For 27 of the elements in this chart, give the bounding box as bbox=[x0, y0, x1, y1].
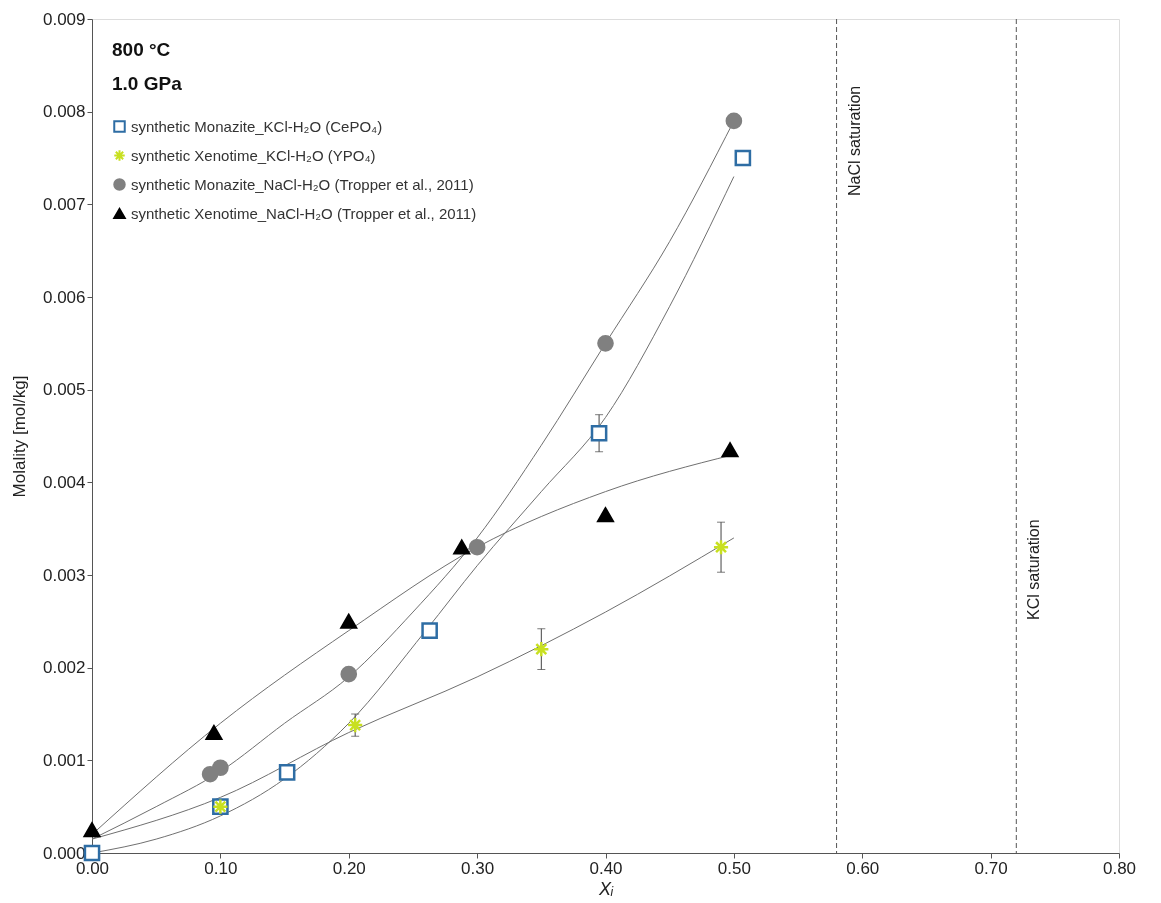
y-tick-label: 0.004 bbox=[42, 472, 86, 492]
x-tick-label: 0.40 bbox=[589, 858, 623, 878]
y-tick-label: 0.005 bbox=[42, 380, 86, 400]
x-tick-label: 0.70 bbox=[974, 858, 1008, 878]
y-tick-label: 0.003 bbox=[42, 565, 86, 585]
legend-label: synthetic Monazite_NaCl-H₂O (Tropper et al., 2011) bbox=[131, 175, 474, 193]
x-tick-label: 0.50 bbox=[717, 858, 751, 878]
x-tick-label: 0.20 bbox=[332, 858, 366, 878]
x-tick-label: 0.30 bbox=[461, 858, 495, 878]
legend-label: synthetic Xenotime_NaCl-H₂O (Tropper et al., 2011) bbox=[131, 204, 477, 222]
y-axis-title: Molality [mol/kg] bbox=[9, 375, 29, 498]
y-tick-label: 0.006 bbox=[42, 287, 86, 307]
y-tick-label: 0.002 bbox=[42, 658, 86, 678]
x-axis-title: Xᵢ bbox=[597, 878, 614, 899]
y-tick-label: 0.009 bbox=[42, 9, 86, 29]
ref-line-label: NaCl saturation bbox=[845, 85, 863, 196]
legend-label: synthetic Xenotime_KCl-H₂O (YPO₄) bbox=[131, 146, 376, 164]
annotation: 1.0 GPa bbox=[112, 73, 183, 94]
y-tick-label: 0.001 bbox=[42, 750, 86, 770]
x-tick-label: 0.10 bbox=[204, 858, 238, 878]
y-tick-label: 0.007 bbox=[42, 194, 86, 214]
x-tick-label: 0.80 bbox=[1102, 858, 1137, 878]
y-tick-label: 0.008 bbox=[42, 102, 86, 122]
x-tick-label: 0.60 bbox=[846, 858, 880, 878]
ref-line-label: KCl saturation bbox=[1025, 519, 1043, 620]
legend-label: synthetic Monazite_KCl-H₂O (CePO₄) bbox=[131, 117, 383, 135]
annotation: 800 °C bbox=[112, 39, 171, 60]
